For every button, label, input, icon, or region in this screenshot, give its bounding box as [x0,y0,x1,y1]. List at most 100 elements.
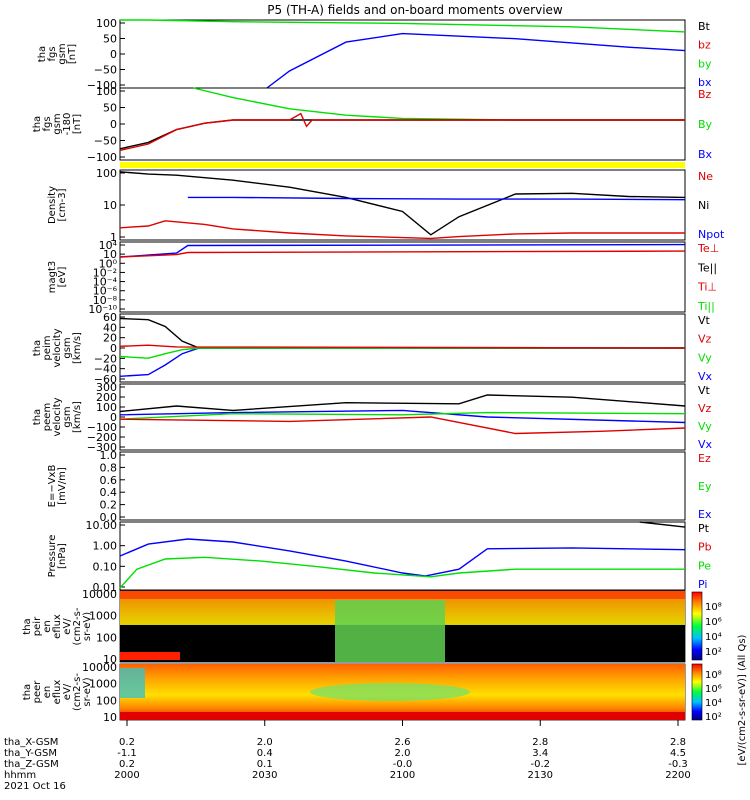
peir-red-top [120,591,685,599]
legend-label: Vx [698,438,713,451]
series-line-Te [120,251,685,257]
peir-green-burst [335,600,445,662]
legend-label: Npot [698,228,725,241]
legend-label: Bx [698,148,713,161]
y-tick-label: 100 [96,85,117,98]
x-axis-ephemeris: tha_X-GSMtha_Y-GSMtha_Z-GSMhhmm2021 Oct … [4,720,691,792]
legend-label: by [698,57,712,70]
legend-label: Pi [698,578,707,591]
panel-frame [120,170,685,240]
panel-frame [120,20,685,88]
series-line-Vy [120,348,685,358]
y-tick-label: 100 [96,631,117,644]
y-tick-label: 50 [103,33,117,46]
colorbar-lower [692,664,702,720]
legend-label: Pt [698,522,710,535]
legend-label: Bt [698,20,711,33]
legend-label: Ne [698,170,713,183]
legend-label: Te|| [697,261,717,274]
colorbar-tick-label: 10² [705,712,722,723]
ephemeris-value: 2030 [252,770,277,781]
peer-red-bottom [120,712,685,720]
panel-pressure: 10.00 1.00 0.10 0.01 Pressure [nPa] Pt Pb Pe Pi [47,519,712,594]
y-tick-label: 0.10 [93,560,118,573]
colorbar-tick-label: 10⁸ [705,602,722,613]
peer-early-cyan [120,668,145,698]
legend-label: Ni [698,199,709,212]
legend-label: Pe [698,559,711,572]
panel-frame [120,88,685,160]
ephemeris-value: 2.0 [395,748,411,759]
ephemeris-value: 2130 [528,770,553,781]
series-line-bx [267,34,685,88]
legend-label: Pb [698,541,712,554]
peer-spectrogram [120,664,685,720]
panel-efield: 1.00.80.60.40.20.0E=−VxB [mV/m]EzEyEx [47,449,712,524]
y-tick-label: 0 [110,118,117,131]
series-line-Npot [188,197,685,199]
legend-label: Ex [698,508,712,521]
series-line-red [120,114,685,151]
panel-fgs: 100500−50−100tha fgs gsm [nT]Btbzbybx [37,17,712,92]
overview-figure: P5 (TH-A) fields and on-board moments ov… [0,0,750,800]
ephemeris-row-label: tha_Z-GSM [4,759,59,770]
ephemeris-value: -1.1 [117,748,137,759]
panel-density: 100101Density [cm-3]NeNiNpot [47,167,725,244]
series-line-Vz [120,345,685,348]
y-tick-label: 0.8 [100,461,118,474]
ephemeris-row-label: hhmm [4,770,36,781]
series-line-by [120,20,685,32]
y-axis-label: sr-eV) [82,612,93,641]
legend-label: Ey [698,480,712,493]
y-tick-label: −50 [94,135,117,148]
panel-fgs_rot: 100 50 0 −50 −100 tha fgs gsm -180 [nT] Bz By Bx [32,85,713,164]
legend-label: Vt [698,384,711,397]
panel-peem_vel: 3002001000−100−200−300tha peem velocity gsm… [32,381,713,454]
y-tick-label: 1.00 [93,540,118,553]
y-tick-label: −100 [87,151,117,164]
legend-label: bz [698,39,711,52]
y-tick-label: 100 [96,17,117,30]
panel-frame [120,522,685,590]
series-line-Ne [120,221,685,239]
colorbars: 10⁸ 10⁶ 10⁴ 10² 10⁸ 10⁶ 10⁴ 10² [eV/(cm2-s-sr-e… [692,592,748,765]
legend-label: Bz [698,88,712,101]
ephemeris-value: -0.3 [668,759,688,770]
y-axis-label: [km/s] [72,401,83,433]
y-tick-label: 10000 [82,661,117,674]
ephemeris-value: 2.8 [532,737,548,748]
colorbar-upper [692,592,702,660]
y-tick-label: 50 [103,102,117,115]
ephemeris-row-label: tha_X-GSM [4,737,58,748]
y-axis-label: [mV/m] [57,467,68,505]
colorbar-tick-label: 10⁴ [705,632,722,643]
ephemeris-value: 0.2 [119,737,135,748]
panel-temp: 10⁴10⁲10⁰10⁻²10⁻⁴10⁻⁶10⁻⁸10⁻¹⁰ magt3 [eV] T… [47,239,719,316]
y-tick-label: −50 [94,64,117,77]
colorbar-tick-label: 10⁶ [705,617,722,628]
series-line-green [193,88,685,120]
peir-low-energy-red [120,652,180,660]
colorbar-tick-label: 10⁸ [705,670,722,681]
yellow-status-bar [120,162,685,168]
ephemeris-value: 2.6 [395,737,411,748]
series-line-Vt [120,395,685,412]
series-line-Vt [120,319,685,349]
ephemeris-value: 2.0 [257,737,273,748]
y-tick-label: 0.2 [100,499,118,512]
legend-label: By [698,118,713,131]
legend-label: Vt [698,314,711,327]
ephemeris-value: 0.4 [257,748,273,759]
ephemeris-row-label: 2021 Oct 16 [4,781,66,792]
y-tick-label: 0.6 [100,474,118,487]
ephemeris-value: 2000 [114,770,139,781]
ephemeris-value: 0.2 [119,759,135,770]
panel-frame [120,452,685,520]
y-tick-label: 1000 [89,610,117,623]
ephemeris-value: -0.2 [530,759,550,770]
series-line-Vx [120,348,685,376]
legend-label: Vy [698,351,712,364]
ephemeris-value: 2200 [665,770,690,781]
ephemeris-row-label: tha_Y-GSM [4,748,57,759]
colorbar-tick-label: 10² [705,647,722,658]
